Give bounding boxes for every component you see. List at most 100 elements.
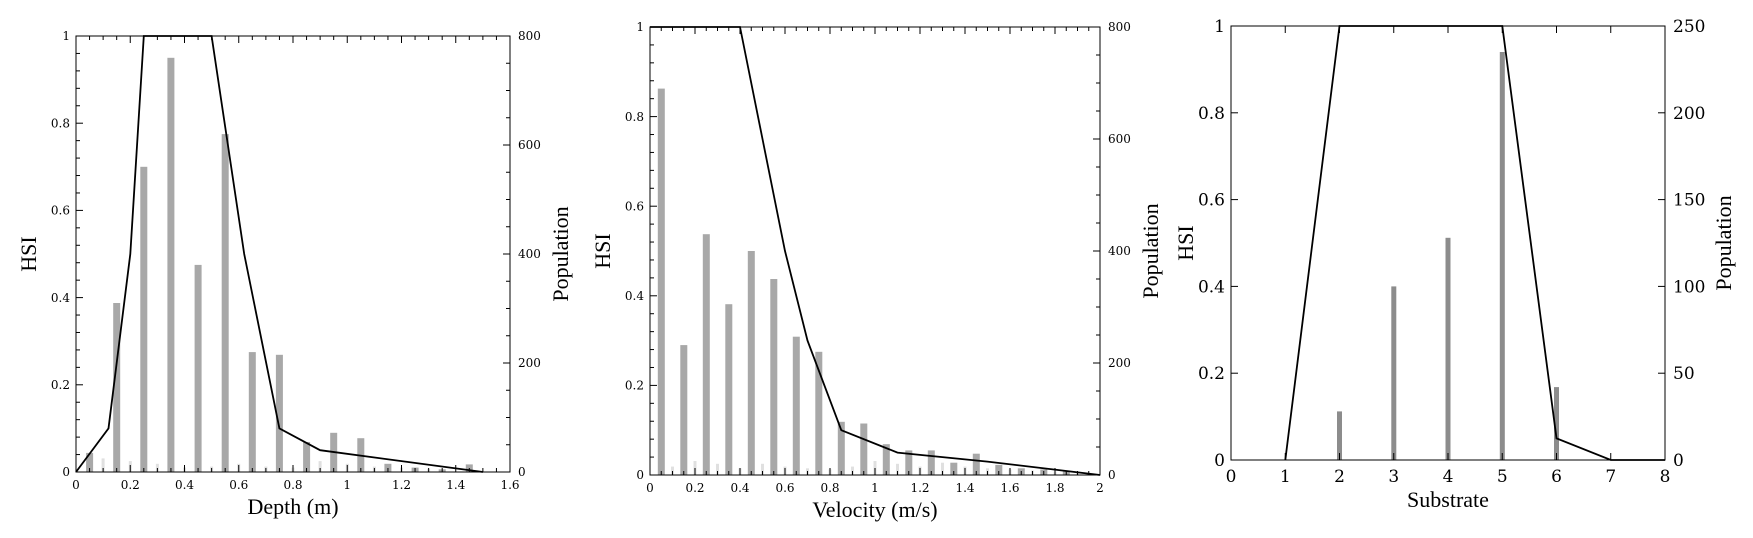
plot-frame (649, 26, 1101, 476)
population-bar (671, 466, 674, 475)
y-tick-label: 0 (1214, 451, 1225, 471)
x-tick-label: 0.6 (229, 478, 248, 492)
population-bar (747, 251, 755, 475)
x-tick-label: 2 (1096, 481, 1104, 495)
population-bar (221, 134, 229, 472)
y-tick-label: 0.8 (625, 110, 644, 124)
x-tick-label: 1.2 (910, 481, 929, 495)
x-tick-label: 5 (1497, 467, 1508, 487)
population-bar (680, 345, 688, 475)
population-bar (882, 444, 890, 475)
x-tick-label: 0.8 (820, 481, 839, 495)
x-tick-label: 0.6 (775, 481, 794, 495)
population-bar (113, 303, 121, 472)
population-bar (815, 351, 823, 475)
y2-tick-label: 800 (1108, 20, 1131, 34)
y2-tick-label: 150 (1673, 191, 1705, 211)
y2-tick-label: 800 (518, 29, 541, 43)
x-tick-label: 0.2 (121, 478, 140, 492)
population-bar (86, 452, 94, 472)
x-axis-title: Depth (m) (247, 494, 338, 519)
x-tick-label: 0 (72, 478, 80, 492)
y2-tick-label: 200 (518, 356, 541, 370)
x-tick-label: 2 (1334, 467, 1345, 487)
population-bar (155, 463, 159, 472)
population-bar (1445, 237, 1451, 460)
population-bar (194, 264, 202, 472)
y-tick-label: 0.4 (51, 291, 70, 305)
y2-tick-label: 600 (518, 138, 541, 152)
y2-axis-title: Population (1711, 195, 1736, 290)
population-bar (167, 57, 175, 473)
chart-panel-1: 0 0.2 0.4 0.6 0.8 1 1.2 1.4 1.600.20.40.60.81020… (16, 29, 573, 519)
y2-tick-label: 400 (1108, 244, 1131, 258)
population-bar (1391, 286, 1397, 460)
x-tick-label: 1 (1280, 467, 1291, 487)
x-tick-label: 1 (343, 478, 351, 492)
x-tick-label: 1.4 (955, 481, 974, 495)
y-tick-label: 0.2 (1198, 364, 1225, 384)
y2-tick-label: 250 (1673, 17, 1705, 37)
population-bar (716, 463, 719, 475)
y-tick-label: 0.8 (1198, 104, 1225, 124)
y2-tick-label: 0 (1673, 451, 1684, 471)
y2-tick-label: 200 (1108, 356, 1131, 370)
y-tick-label: 1 (1214, 17, 1225, 37)
x-tick-label: 1.8 (1045, 481, 1064, 495)
population-bar (896, 463, 899, 475)
x-tick-label: 1.4 (446, 478, 465, 492)
population-bar (941, 462, 944, 475)
population-bar (792, 336, 800, 475)
population-bar (303, 442, 311, 472)
hsi-curve (1284, 25, 1665, 461)
x-tick-label: 4 (1443, 467, 1454, 487)
y-axis-title: HSI (590, 233, 615, 268)
population-bar (972, 453, 980, 475)
y-tick-label: 1 (636, 20, 644, 34)
population-bar (725, 304, 733, 475)
x-tick-label: 0.8 (283, 478, 302, 492)
y2-tick-label: 100 (1673, 277, 1705, 297)
hsi-curve (650, 26, 1101, 476)
y-tick-label: 0.6 (625, 199, 644, 213)
population-bar (657, 88, 665, 475)
y-tick-label: 0.2 (51, 378, 70, 392)
population-bar (927, 450, 935, 475)
population-bar (101, 458, 105, 472)
population-bar (140, 166, 148, 473)
x-tick-label: 1 (871, 481, 879, 495)
y-tick-label: 0.6 (1198, 191, 1225, 211)
x-tick-label: 1.2 (392, 478, 411, 492)
x-tick-label: 0.4 (730, 481, 749, 495)
population-bar (1499, 52, 1505, 460)
population-bar (1554, 387, 1559, 460)
y2-tick-label: 50 (1673, 364, 1695, 384)
population-bar (770, 279, 778, 475)
y2-axis-title: Population (548, 206, 573, 301)
y-tick-label: 0 (62, 465, 70, 479)
population-bar (275, 354, 283, 472)
x-tick-label: 8 (1660, 467, 1671, 487)
population-bar (851, 466, 854, 475)
x-tick-label: 0 (646, 481, 654, 495)
y-axis-title: HSI (1173, 225, 1198, 260)
x-tick-label: 0.2 (685, 481, 704, 495)
y-tick-label: 0.2 (625, 379, 644, 393)
population-bar (384, 463, 392, 472)
y-tick-label: 0.4 (625, 289, 644, 303)
population-bar (1337, 411, 1342, 460)
population-bar (860, 423, 868, 475)
population-bar (905, 450, 913, 475)
y2-tick-label: 600 (1108, 132, 1131, 146)
y2-tick-label: 400 (518, 247, 541, 261)
y-tick-label: 0.4 (1198, 277, 1225, 297)
x-tick-label: 7 (1605, 467, 1616, 487)
chart-panel-2: 0 0.2 0.4 0.6 0.8 1 1.2 1.4 1.6 1.8 200.20.40.60.8… (590, 20, 1163, 522)
y2-tick-label: 0 (1108, 468, 1116, 482)
population-bar (837, 421, 845, 475)
x-tick-label: 3 (1388, 467, 1399, 487)
y2-tick-label: 200 (1673, 104, 1705, 124)
y-tick-label: 0.8 (51, 116, 70, 130)
population-bar (950, 462, 958, 475)
